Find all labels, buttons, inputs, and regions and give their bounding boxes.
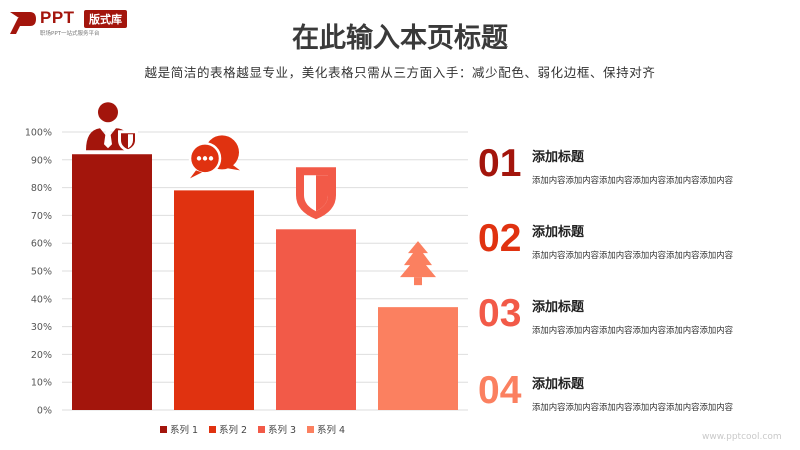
logo-brand: PPT bbox=[40, 8, 75, 27]
bar-series-2 bbox=[174, 190, 254, 410]
y-tick-label: 80% bbox=[31, 183, 52, 194]
tree-icon bbox=[400, 241, 436, 286]
legend-label: 系列 1 bbox=[170, 424, 198, 436]
logo-mark-icon bbox=[10, 12, 36, 34]
y-tick-label: 10% bbox=[31, 378, 52, 389]
page-subtitle: 越是简洁的表格越显专业，美化表格只需从三方面入手：减少配色、弱化边框、保持对齐 bbox=[144, 65, 656, 80]
bar-series-3 bbox=[276, 229, 356, 410]
legend-label: 系列 3 bbox=[268, 424, 296, 436]
item-number: 01 bbox=[478, 142, 522, 185]
y-tick-label: 20% bbox=[31, 350, 52, 361]
page-title: 在此输入本页标题 bbox=[292, 23, 508, 54]
legend-label: 系列 2 bbox=[219, 424, 247, 436]
legend-swatch bbox=[160, 426, 167, 433]
item-desc: 添加内容添加内容添加内容添加内容添加内容添加内容 bbox=[532, 250, 733, 260]
y-tick-label: 0% bbox=[37, 406, 52, 417]
y-tick-label: 60% bbox=[31, 239, 52, 250]
brand-logo: PPT 版式库 职场PPT一站式服务平台 bbox=[8, 6, 158, 40]
shield-icon bbox=[296, 167, 336, 220]
y-tick-label: 40% bbox=[31, 294, 52, 305]
y-tick-label: 90% bbox=[31, 155, 52, 166]
item-desc: 添加内容添加内容添加内容添加内容添加内容添加内容 bbox=[532, 175, 733, 185]
item-number: 03 bbox=[478, 292, 522, 335]
logo-tagline: 职场PPT一站式服务平台 bbox=[40, 31, 100, 37]
businessman-shield-icon bbox=[86, 102, 138, 153]
y-tick-label: 100% bbox=[25, 128, 52, 139]
item-desc: 添加内容添加内容添加内容添加内容添加内容添加内容 bbox=[532, 402, 733, 412]
item-number: 04 bbox=[478, 369, 522, 412]
list-item: 04 添加标题 添加内容添加内容添加内容添加内容添加内容添加内容 bbox=[478, 369, 798, 429]
y-tick-label: 30% bbox=[31, 322, 52, 333]
y-tick-label: 50% bbox=[31, 267, 52, 278]
bar-series-4 bbox=[378, 307, 458, 410]
legend-swatch bbox=[209, 426, 216, 433]
item-title: 添加标题 bbox=[532, 150, 585, 165]
item-number: 02 bbox=[478, 217, 522, 260]
y-tick-label: 70% bbox=[31, 211, 52, 222]
list-item: 02 添加标题 添加内容添加内容添加内容添加内容添加内容添加内容 bbox=[478, 217, 798, 277]
item-title: 添加标题 bbox=[532, 300, 585, 315]
item-title: 添加标题 bbox=[532, 225, 585, 240]
legend-label: 系列 4 bbox=[317, 424, 345, 436]
logo-badge: 版式库 bbox=[84, 10, 127, 28]
list-item: 03 添加标题 添加内容添加内容添加内容添加内容添加内容添加内容 bbox=[478, 292, 798, 352]
watermark: www.pptcool.com bbox=[702, 432, 782, 442]
legend-swatch bbox=[258, 426, 265, 433]
list-item: 01 添加标题 添加内容添加内容添加内容添加内容添加内容添加内容 bbox=[478, 142, 798, 202]
chat-bubbles-icon bbox=[188, 135, 240, 179]
legend-swatch bbox=[307, 426, 314, 433]
item-title: 添加标题 bbox=[532, 377, 585, 392]
item-desc: 添加内容添加内容添加内容添加内容添加内容添加内容 bbox=[532, 325, 733, 335]
bar-series-1 bbox=[72, 154, 152, 410]
